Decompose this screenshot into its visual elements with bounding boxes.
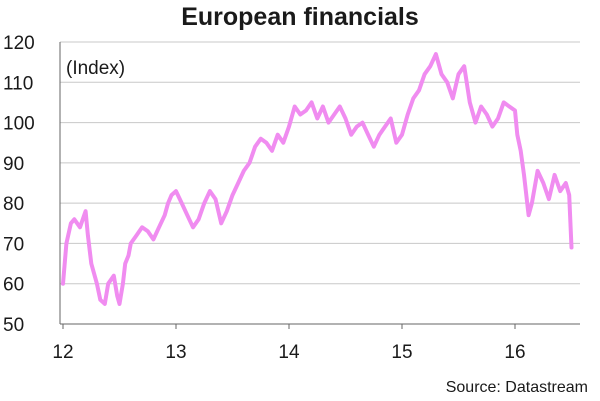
unit-annotation: (Index) xyxy=(66,58,125,79)
y-tick-label: 90 xyxy=(3,154,24,175)
y-tick-label: 100 xyxy=(3,114,35,135)
x-tick-label: 14 xyxy=(278,342,300,363)
x-tick-label: 13 xyxy=(165,342,186,363)
chart-title: European financials xyxy=(181,3,419,31)
x-tick-labels: 12 13 14 15 16 xyxy=(52,324,526,363)
y-tick-label: 80 xyxy=(3,194,24,215)
x-tick-label: 15 xyxy=(391,342,412,363)
y-tick-label: 110 xyxy=(3,73,33,94)
series-line-0 xyxy=(61,52,574,306)
axes xyxy=(59,42,580,325)
y-tick-label: 50 xyxy=(3,315,24,336)
y-tick-label: 60 xyxy=(3,275,24,296)
x-tick-label: 16 xyxy=(504,342,525,363)
y-tick-label: 120 xyxy=(3,33,35,54)
series xyxy=(61,52,574,306)
y-tick-labels: 50 60 70 80 90 100 110 120 xyxy=(3,33,35,336)
x-tick-label: 12 xyxy=(52,342,73,363)
y-tick-label: 70 xyxy=(3,234,24,255)
source-note: Source: Datastream xyxy=(446,379,588,396)
gridlines xyxy=(60,41,580,285)
